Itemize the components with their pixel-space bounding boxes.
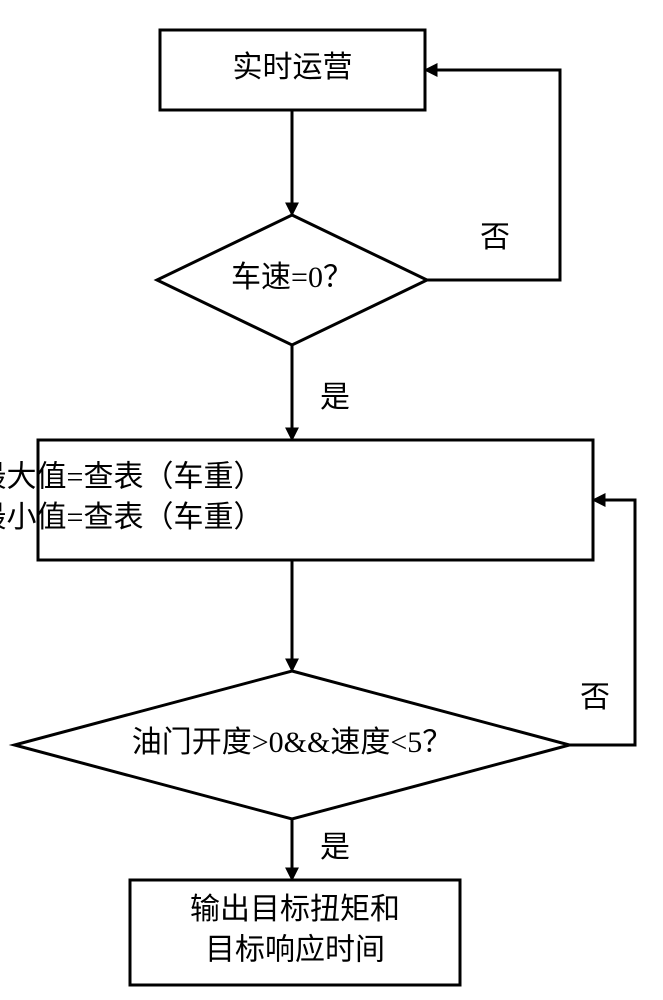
node-n3-text: 输出目标扭矩和: [190, 893, 400, 926]
node-n2-shape: [38, 440, 593, 560]
edge-label-e2: 是: [320, 381, 350, 414]
node-d1-text: 车速=0？: [231, 261, 353, 294]
edge-label-e3: 否: [480, 221, 510, 254]
node-d2: 油门开度>0&&速度<5？: [15, 671, 570, 819]
node-d1: 车速=0？: [157, 215, 427, 345]
nodes-layer: 实时运营车速=0？ 输出扭矩最大值=查表（车重） 响应时间最小值=查表（车重） 油门开…: [0, 30, 593, 985]
node-n2-text: 输出扭矩最大值=查表（车重）: [0, 461, 263, 494]
node-n1-text: 实时运营: [233, 51, 353, 84]
node-d2-text: 油门开度>0&&速度<5？: [132, 726, 453, 759]
node-n2: 输出扭矩最大值=查表（车重） 响应时间最小值=查表（车重）: [0, 440, 593, 560]
node-n1: 实时运营: [160, 30, 425, 110]
edge-label-e6: 否: [580, 681, 610, 714]
node-n3-text: 目标响应时间: [205, 934, 385, 967]
node-n3: 输出目标扭矩和目标响应时间: [130, 880, 460, 985]
node-n2-text: 响应时间最小值=查表（车重）: [0, 501, 263, 534]
edge-label-e5: 是: [320, 831, 350, 864]
